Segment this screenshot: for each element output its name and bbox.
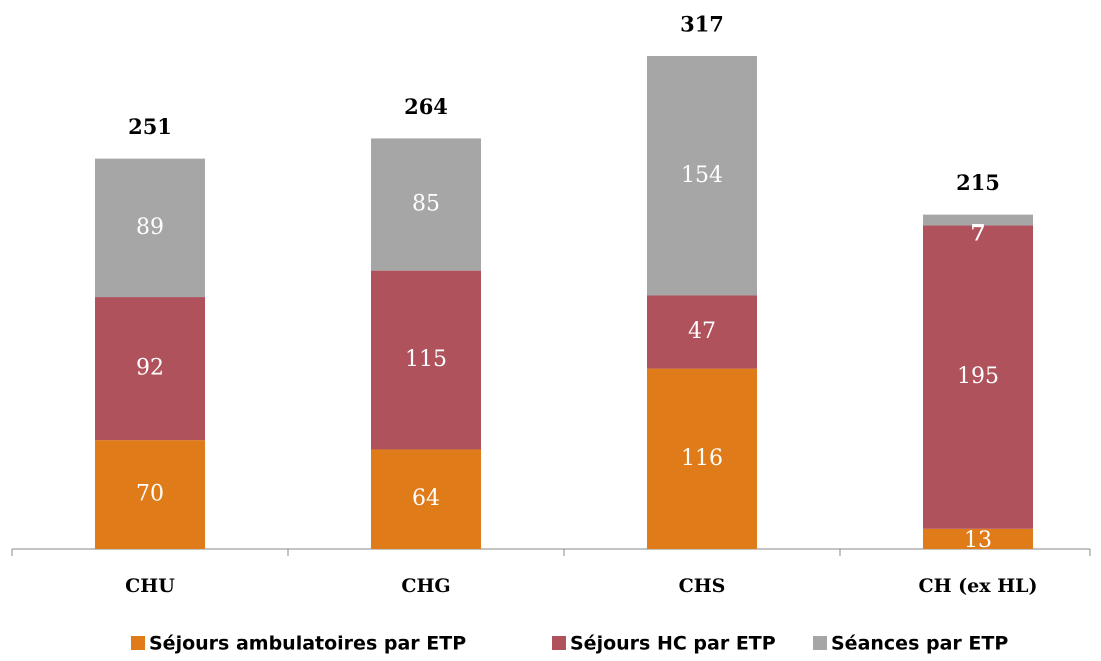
segment-label: 195 (957, 364, 999, 389)
bar-segment (647, 56, 757, 296)
bar-segment (923, 214, 1033, 226)
bar-segment (95, 158, 205, 298)
bar-segment (371, 138, 481, 271)
total-label: 264 (404, 94, 448, 119)
total-label: 317 (680, 12, 724, 37)
bar-segment (371, 270, 481, 450)
segment-label: 92 (136, 356, 164, 381)
segment-label: 154 (681, 163, 723, 188)
segment-label: 116 (681, 446, 723, 471)
bar-segment (95, 440, 205, 549)
legend-label: Séjours ambulatoires par ETP (149, 633, 466, 655)
legend-label: Séances par ETP (831, 633, 1008, 655)
segment-label: 115 (405, 347, 447, 372)
x-tick-label: CHS (679, 575, 726, 597)
segment-label: 13 (964, 528, 992, 553)
x-tick-label: CHU (125, 575, 175, 597)
legend-label: Séjours HC par ETP (570, 633, 776, 655)
segment-label: 70 (136, 482, 164, 507)
x-tick-label: CH (ex HL) (918, 575, 1037, 597)
segment-label: 64 (412, 486, 440, 511)
bar-segment (923, 225, 1033, 529)
segment-label: 85 (412, 192, 440, 217)
legend-swatch (813, 636, 827, 650)
legend-swatch (552, 636, 566, 650)
legend-swatch (131, 636, 145, 650)
segment-label: 89 (136, 215, 164, 240)
total-label: 251 (128, 114, 172, 139)
bar-segment (371, 449, 481, 549)
bar-segment (647, 368, 757, 549)
bar-segment (647, 295, 757, 369)
segment-label: 7 (970, 221, 985, 247)
total-label: 215 (956, 170, 1000, 195)
segment-label: 47 (688, 319, 716, 344)
x-tick-label: CHG (401, 575, 450, 597)
bar-segment (95, 297, 205, 441)
bar-segment (923, 528, 1033, 549)
